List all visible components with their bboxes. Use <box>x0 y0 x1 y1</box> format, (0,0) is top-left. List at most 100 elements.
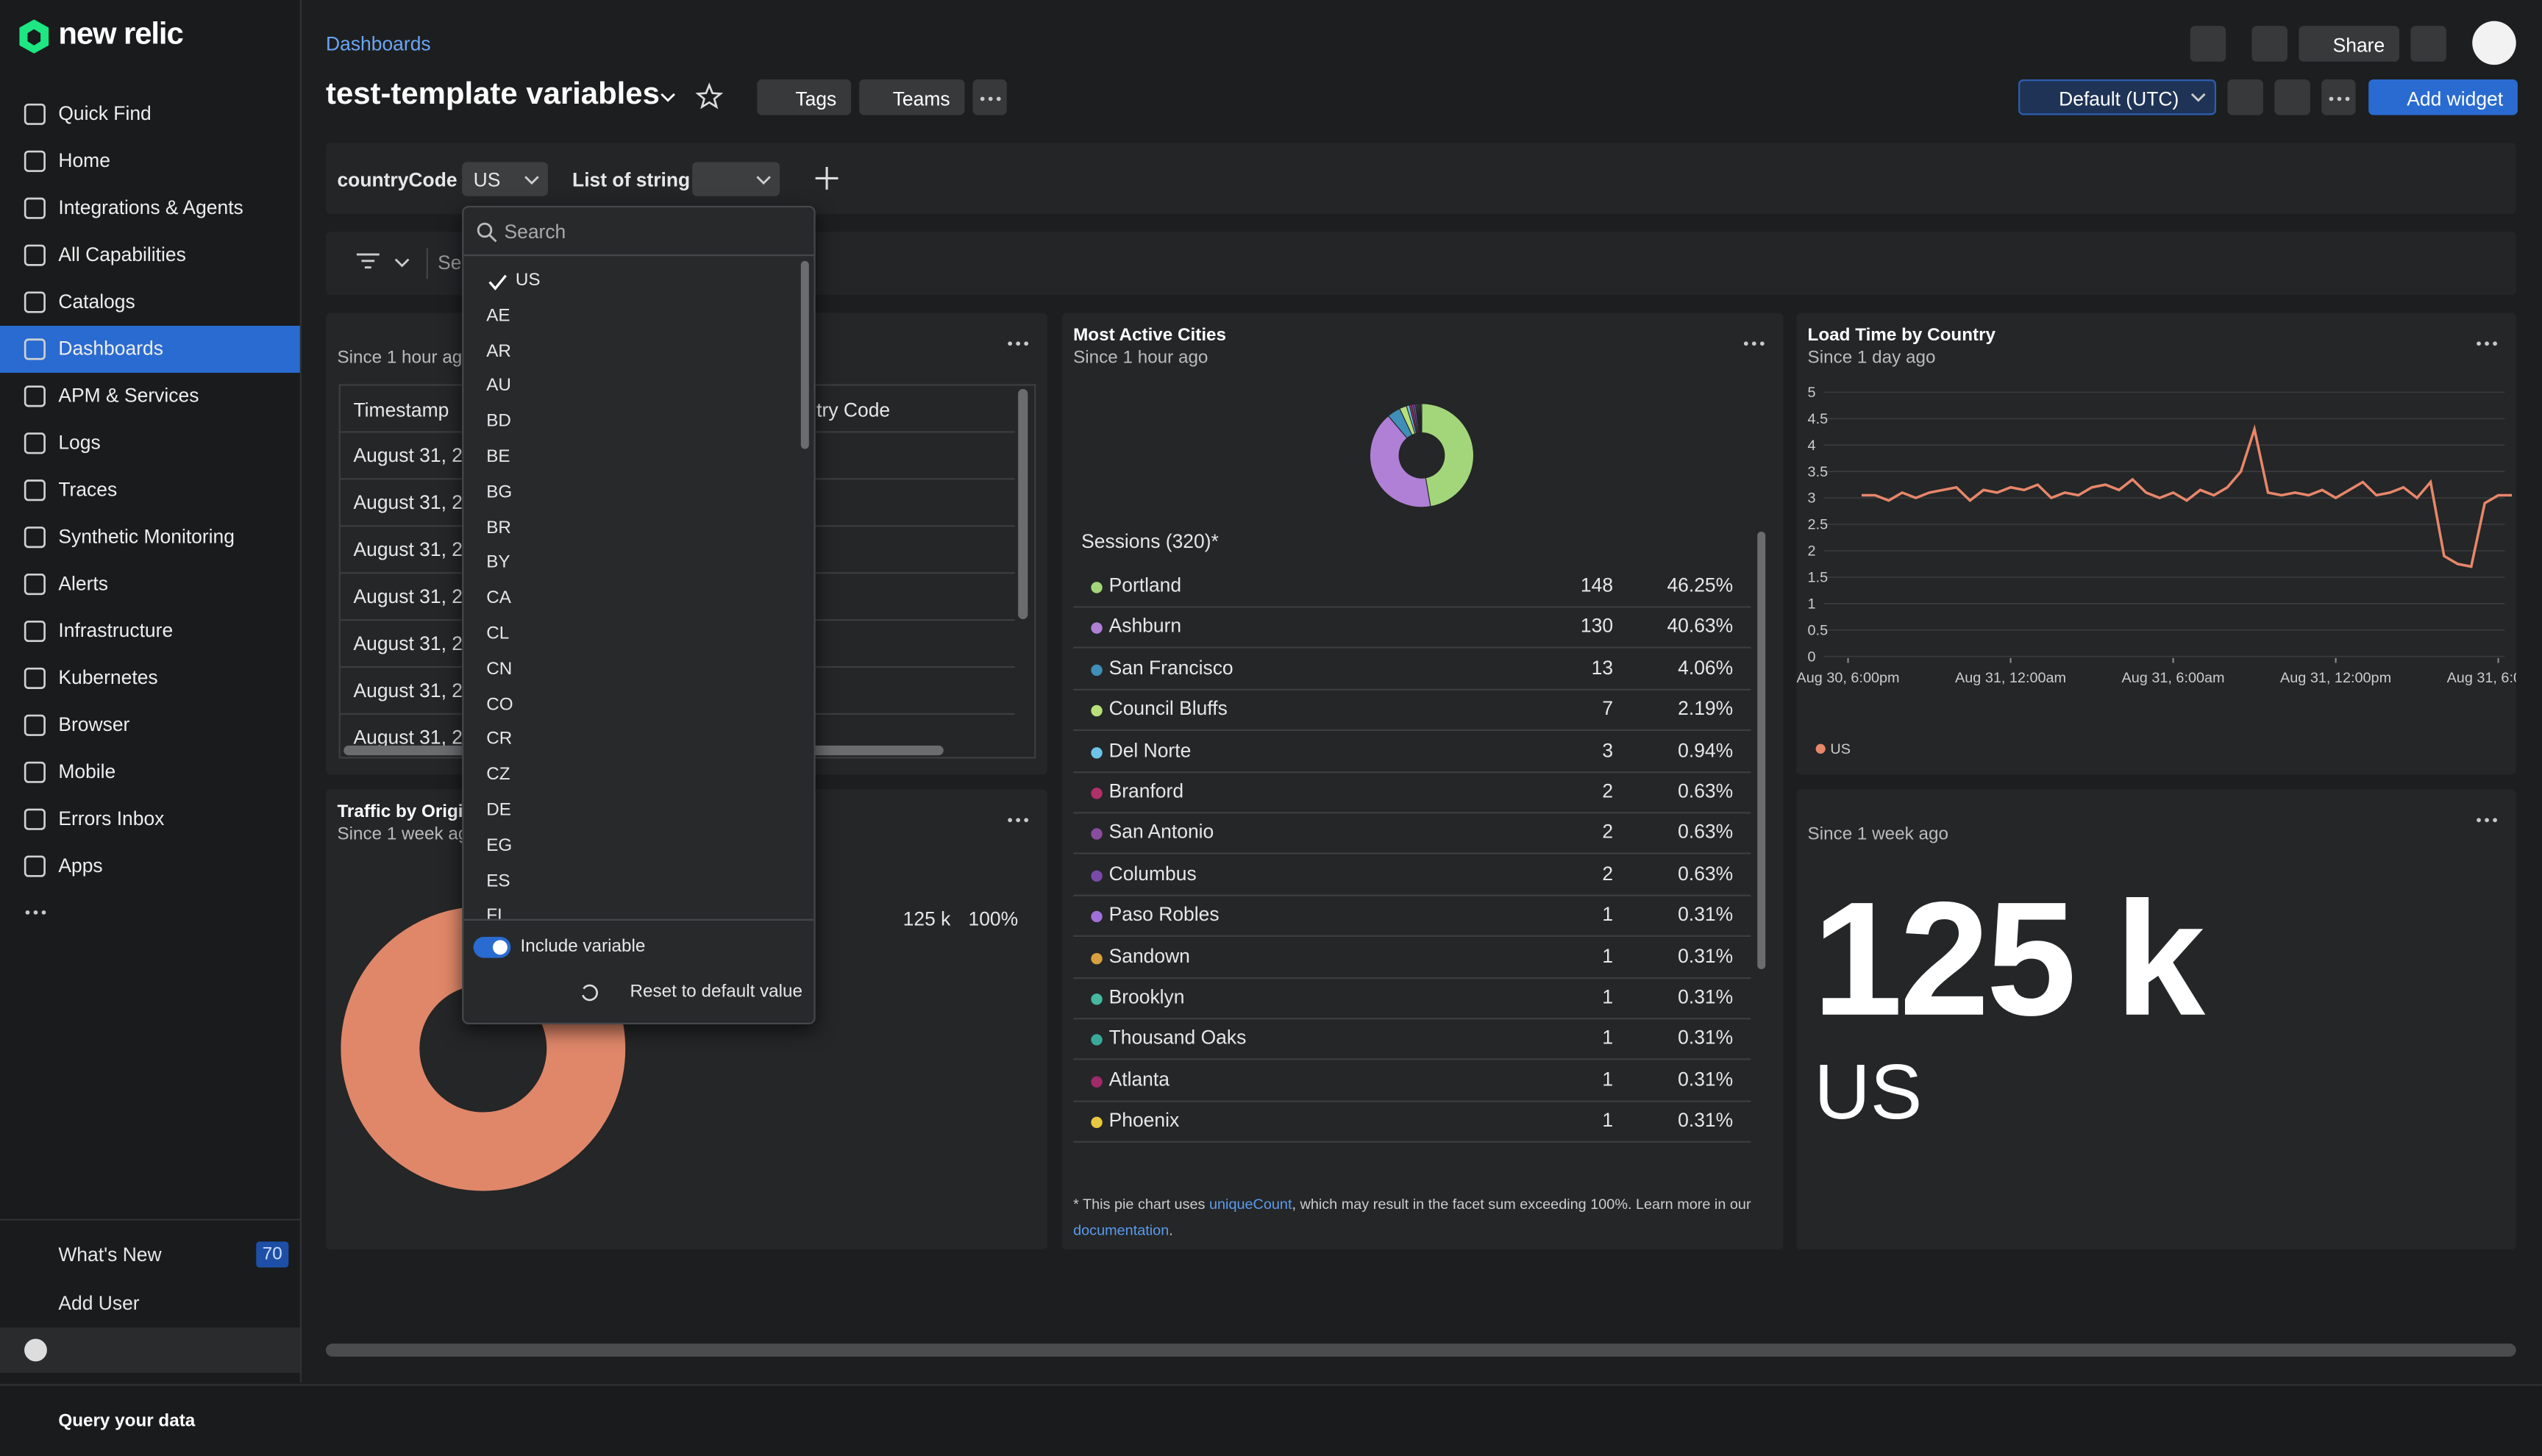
option[interactable]: US <box>463 265 796 299</box>
note-text: * This pie chart uses <box>1073 1196 1209 1213</box>
whats-new[interactable]: What's New 70 <box>0 1235 300 1277</box>
nav-item[interactable]: Home <box>0 138 300 185</box>
v-scrollbar <box>1018 388 1028 619</box>
nav-icon <box>24 338 46 360</box>
option[interactable]: FI <box>463 902 796 919</box>
reset-button[interactable]: Reset to default value <box>575 980 802 1006</box>
option[interactable]: BD <box>463 407 796 441</box>
dot <box>1759 341 1765 346</box>
link[interactable]: documentation <box>1073 1221 1169 1238</box>
search-box[interactable]: Search <box>463 207 814 257</box>
nav-item[interactable]: Kubernetes <box>0 654 300 702</box>
option[interactable]: ES <box>463 866 796 900</box>
time-button[interactable]: Default (UTC) <box>2018 79 2216 115</box>
add-widget-button[interactable]: Add widget <box>2368 79 2518 115</box>
add-user[interactable]: Add User <box>0 1284 300 1326</box>
icon-shape <box>24 197 46 219</box>
y-tick-label: 0.5 <box>1808 622 1829 638</box>
nav-item[interactable]: Infrastructure <box>0 608 300 655</box>
nav-label: Dashboards <box>58 337 163 360</box>
more-button[interactable] <box>2321 79 2356 115</box>
icon-button[interactable] <box>2251 26 2288 62</box>
handle <box>488 234 497 243</box>
nav-icon <box>24 574 46 596</box>
nav-item[interactable]: Logs <box>0 420 300 467</box>
option-label: US <box>515 271 541 290</box>
nav-item[interactable]: Apps <box>0 843 300 890</box>
line-series <box>1861 424 2513 568</box>
nav-item[interactable]: Browser <box>0 702 300 749</box>
option[interactable]: CN <box>463 654 796 688</box>
nav-item[interactable]: Integrations & Agents <box>0 185 300 232</box>
y-tick-label: 0 <box>1808 649 1816 665</box>
search-placeholder: Search <box>504 220 566 243</box>
nav-item[interactable]: Dashboards <box>0 326 300 373</box>
option[interactable]: BY <box>463 549 796 582</box>
nav-icon <box>24 291 46 313</box>
city-count: 13 <box>1591 656 1614 679</box>
nav-item[interactable]: All Capabilities <box>0 232 300 279</box>
assistant-button[interactable] <box>2472 21 2516 65</box>
option[interactable]: AE <box>463 301 796 335</box>
add-user-label: Add User <box>58 1291 140 1315</box>
nav-icon <box>24 432 46 454</box>
option[interactable]: EG <box>463 831 796 865</box>
option[interactable]: CR <box>463 725 796 759</box>
option[interactable]: BG <box>463 478 796 512</box>
row-line <box>1073 647 1751 649</box>
option[interactable]: CA <box>463 584 796 618</box>
user-row[interactable] <box>0 1327 300 1373</box>
option[interactable]: AU <box>463 372 796 406</box>
pie-slice <box>1421 403 1475 507</box>
query-data[interactable]: Query your data <box>58 1411 196 1432</box>
dot <box>1008 341 1013 346</box>
filter-icon <box>356 253 380 269</box>
city-name: Ashburn <box>1108 615 1182 638</box>
icon-button[interactable] <box>2274 79 2310 115</box>
icon-button[interactable] <box>2227 79 2263 115</box>
breadcrumb[interactable]: Dashboards <box>326 32 431 55</box>
share-button[interactable]: Share <box>2299 26 2400 62</box>
nav-item[interactable]: Traces <box>0 467 300 514</box>
option[interactable]: AR <box>463 337 796 371</box>
legend-label: US <box>1830 741 1851 757</box>
teams-button[interactable]: Teams <box>859 79 965 115</box>
option[interactable]: DE <box>463 796 796 829</box>
legend-dot <box>1091 788 1103 799</box>
nav-item[interactable]: Quick Find <box>0 90 300 138</box>
variable-select[interactable]: US <box>462 162 548 196</box>
logo-inner <box>27 29 41 46</box>
nav-icon <box>24 527 46 549</box>
more-button[interactable] <box>972 79 1007 115</box>
star-icon <box>695 82 724 110</box>
variable-name: countryCode <box>337 168 458 192</box>
icon-button[interactable] <box>2190 26 2226 62</box>
city-percent: 0.63% <box>1678 779 1734 803</box>
more-icon <box>2477 818 2497 823</box>
tags-button[interactable]: Tags <box>757 79 852 115</box>
nav-item[interactable]: Mobile <box>0 749 300 796</box>
option[interactable]: CO <box>463 690 796 724</box>
nav-item[interactable]: Alerts <box>0 561 300 608</box>
nav-item[interactable]: Synthetic Monitoring <box>0 514 300 561</box>
option-label: CA <box>486 588 511 608</box>
option[interactable]: CZ <box>463 760 796 794</box>
link[interactable]: uniqueCount <box>1208 1196 1292 1213</box>
city-name: San Francisco <box>1108 656 1233 679</box>
variable-select[interactable] <box>692 162 780 196</box>
y-tick-label: 2 <box>1808 543 1816 560</box>
option[interactable]: CL <box>463 619 796 653</box>
option[interactable]: BR <box>463 513 796 547</box>
legend-dot <box>1091 623 1103 635</box>
city-percent: 0.31% <box>1678 1027 1734 1049</box>
nav-item[interactable]: APM & Services <box>0 373 300 420</box>
nav-label: Alerts <box>58 572 108 595</box>
nav-item[interactable]: Errors Inbox <box>0 796 300 843</box>
divider <box>463 918 814 921</box>
widget: Load Time by Country Since 1 day ago 0 0.5 1… <box>1796 313 2516 775</box>
city-name: Phoenix <box>1108 1109 1180 1132</box>
icon-button[interactable] <box>2410 26 2446 62</box>
toggle[interactable] <box>473 936 511 958</box>
option[interactable]: BE <box>463 443 796 477</box>
nav-item[interactable]: Catalogs <box>0 279 300 326</box>
